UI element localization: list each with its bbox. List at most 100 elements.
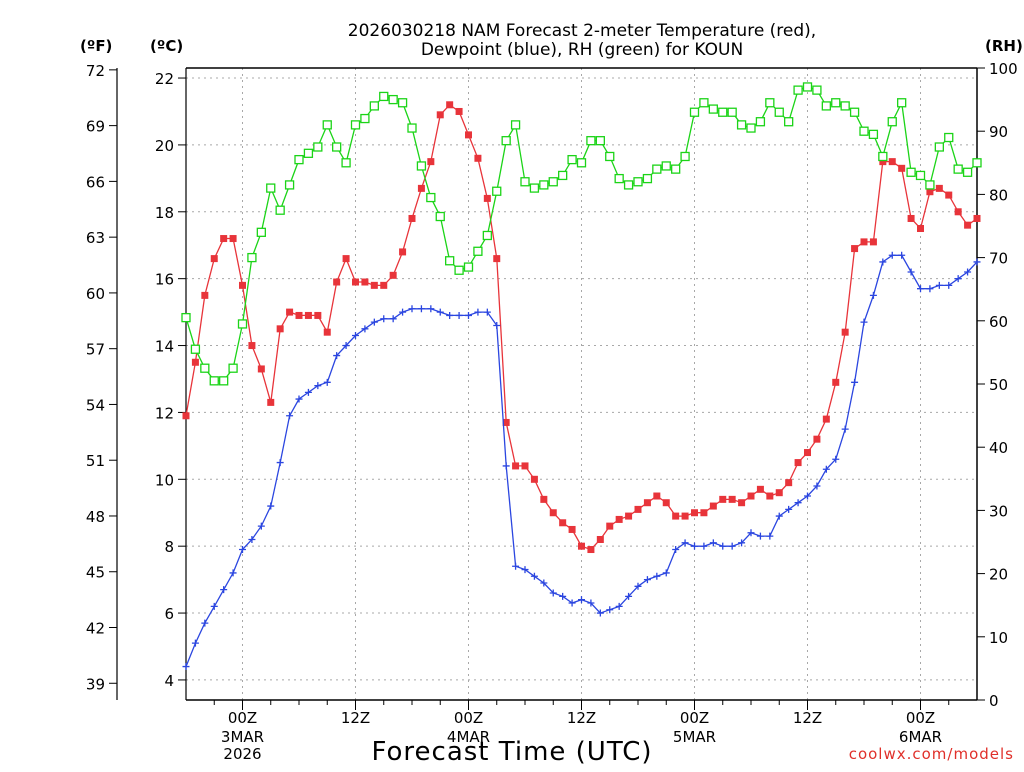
temperature-point [304,311,312,319]
x-axis-title: Forecast Time (UTC) [371,737,652,767]
rh-point [887,117,897,127]
rh-point [228,363,238,373]
temperature-point [361,278,369,286]
series-temperature [182,101,981,554]
rh-point [360,113,370,124]
dewpoint-point [323,378,331,386]
temperature-point [220,235,228,243]
temperature-point [643,499,651,507]
x-date-label: 4MAR [447,728,490,746]
rh-point [633,177,643,187]
temperature-point [917,225,924,233]
temperature-point [276,325,284,333]
rh-point [934,142,944,152]
dewpoint-point [210,602,218,610]
rh-point [520,177,530,187]
temperature-point [502,418,510,426]
rh-point [793,85,803,95]
rh-point [661,161,671,171]
temperature-point [229,235,237,243]
rh-point [576,158,587,168]
rh-point [548,177,558,187]
dewpoint-point [907,268,915,276]
rh-point [840,101,850,111]
temperature-point [785,479,793,487]
rh-point [642,173,653,184]
rh-tick-label: 90 [989,123,1008,141]
rh-point [510,120,521,130]
temperature-point [578,542,585,550]
temperature-point [257,365,265,373]
rh-point [567,154,577,165]
rh-point [313,142,323,152]
temperature-point [389,271,397,279]
rh-point [755,117,766,127]
dewpoint-point [804,492,811,500]
temperature-point [436,111,444,119]
temperature-point [417,184,425,192]
rh-point [746,123,756,133]
rh-point [652,164,662,174]
x-tick-label: 00Z [906,709,935,727]
dewpoint-point [860,318,868,326]
rh-point [831,98,841,108]
dewpoint-point [361,325,369,333]
dewpoint-point [220,586,228,594]
rh-tick-label: 50 [989,376,1008,394]
temperature-point [314,311,322,319]
rh-point [247,252,257,263]
rh-point [341,158,351,168]
temperature-point [728,495,736,503]
dewpoint-point [521,566,529,574]
dewpoint-point [530,572,538,580]
rh-point [765,98,775,108]
dewpoint-point [483,308,491,316]
temperature-point [380,281,388,289]
rh-point [878,151,888,162]
temperature-point [286,308,294,316]
rh-point [821,101,831,111]
rh-point [736,120,747,130]
rh-point [256,227,266,237]
dewpoint-point [417,305,425,313]
temperature-point [596,535,604,543]
rh-point [407,123,417,133]
temperature-point [935,184,943,192]
rh-tick-label: 70 [989,250,1008,268]
fahrenheit-tick-label: 66 [86,173,105,191]
rh-point [614,173,624,184]
fahrenheit-tick-label: 72 [86,62,105,80]
rh-tick-label: 30 [989,502,1008,520]
dewpoint-point [653,572,661,580]
x-tick-label: 00Z [228,709,257,727]
temperature-point [474,154,482,162]
temperature-point [964,221,972,229]
temperature-point [239,281,246,289]
temperature-point [493,255,501,263]
temperature-point [295,311,303,319]
rh-point [784,117,794,127]
dewpoint-point [182,663,190,671]
dewpoint-point [304,388,312,396]
dewpoint-point [785,505,793,513]
temperature-point [709,502,717,510]
rh-point [303,148,314,158]
rh-point [200,363,210,373]
fahrenheit-tick-label: 39 [86,675,105,693]
temperature-point [700,509,708,517]
dewpoint-point [248,535,256,543]
rh-point [727,107,737,117]
x-tick-label: 12Z [567,709,596,727]
temperature-point [606,522,614,530]
rh-point [482,230,492,241]
dewpoint-point [229,569,237,577]
rh-tick-label: 100 [989,60,1018,78]
temperature-point [182,412,190,420]
rh-point [237,319,248,329]
temperature-point [841,328,849,336]
temperature-point [512,462,520,470]
dewpoint-point [964,268,972,276]
temperature-point [455,107,463,115]
x-date-label: 2026 [223,745,261,763]
dewpoint-point [813,482,821,490]
